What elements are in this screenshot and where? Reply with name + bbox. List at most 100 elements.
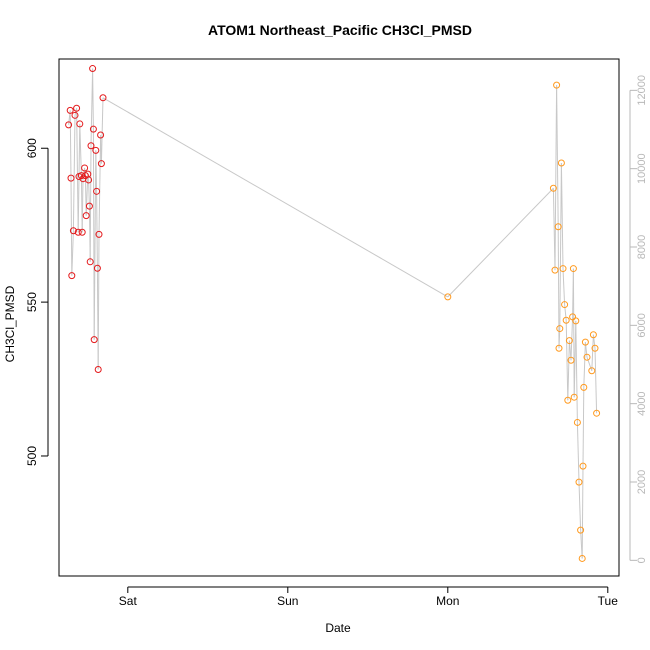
x-tick-label: Sat: [119, 594, 138, 608]
x-axis-label: Date: [325, 621, 351, 635]
data-point-series-1: [93, 187, 101, 195]
series-line-segment: [557, 226, 560, 349]
series-line-segment: [81, 178, 84, 233]
data-point-series-1: [92, 146, 100, 154]
data-point-series-2: [562, 316, 570, 324]
data-point-series-2: [557, 159, 565, 167]
x-tick-label: Tue: [598, 594, 619, 608]
data-point-series-1: [86, 258, 94, 266]
data-point-series-1: [74, 228, 82, 236]
series-line-segment: [581, 466, 584, 559]
series-line-segment: [71, 230, 74, 276]
series-line-segment: [85, 174, 89, 216]
data-point-series-2: [572, 317, 580, 325]
series-line-segment: [572, 268, 575, 398]
series-line-segment: [76, 108, 79, 233]
data-point-series-1: [82, 212, 90, 220]
data-point-series-1: [81, 164, 89, 172]
data-point-series-1: [65, 121, 73, 129]
data-point-series-1: [66, 106, 74, 114]
data-point-series-1: [73, 104, 81, 112]
y-tick-label: 550: [25, 292, 39, 312]
data-point-series-2: [579, 462, 587, 470]
series-line-segment: [96, 191, 98, 269]
series-line-segment: [575, 320, 578, 423]
series-line-segment: [556, 85, 559, 227]
data-point-series-2: [588, 367, 596, 375]
series-line-segment: [69, 110, 72, 179]
series-line-segment: [591, 334, 594, 371]
y2-tick-label: 10000: [636, 153, 648, 184]
y-axis-label: CH3Cl_PMSD: [3, 285, 17, 362]
data-point-series-2: [581, 338, 589, 346]
data-point-series-1: [94, 366, 102, 374]
series-line-segment: [102, 97, 449, 298]
series-line-segment: [582, 387, 585, 467]
data-point-series-1: [67, 174, 75, 182]
data-point-series-1: [76, 120, 84, 128]
data-point-series-1: [89, 125, 97, 133]
series-line-segment: [98, 135, 102, 235]
data-point-series-2: [564, 396, 572, 404]
series-line-segment: [554, 85, 558, 271]
data-point-series-1: [87, 142, 95, 150]
data-point-series-2: [555, 344, 563, 352]
series-line-segment: [565, 320, 569, 401]
x-tick-label: Sun: [277, 594, 298, 608]
data-point-series-2: [551, 266, 559, 274]
data-point-series-1: [97, 131, 105, 139]
data-point-series-1: [93, 264, 101, 272]
data-point-series-2: [573, 418, 581, 426]
line-layer: [68, 68, 598, 559]
data-point-series-2: [577, 526, 585, 534]
y2-tick-label: 6000: [636, 313, 648, 337]
data-point-series-2: [567, 356, 575, 364]
y2-tick-label: 0: [636, 557, 648, 563]
data-point-series-2: [559, 265, 567, 273]
data-point-series-1: [85, 176, 93, 184]
series-line-segment: [77, 176, 80, 233]
data-point-series-2: [570, 393, 578, 401]
data-point-series-1: [99, 94, 107, 102]
data-point-series-2: [593, 409, 601, 417]
data-point-series-1: [89, 65, 97, 73]
y2-tick-label: 2000: [636, 470, 648, 494]
x-tick-label: Mon: [436, 594, 459, 608]
series-line-segment: [576, 422, 580, 483]
data-point-series-1: [90, 336, 98, 344]
data-point-series-1: [69, 227, 77, 235]
series-line-segment: [72, 115, 76, 231]
series-line-segment: [79, 123, 82, 176]
right-axis: 0 2000 4000 6000 8000 10000 12000: [629, 75, 648, 563]
y2-tick-label: 8000: [636, 235, 648, 259]
data-point-series-2: [580, 383, 588, 391]
series-line-segment: [100, 97, 104, 164]
y2-tick-label: 12000: [636, 75, 648, 106]
series-line-segment: [578, 482, 582, 531]
series-line-segment: [97, 234, 100, 370]
y2-tick-label: 4000: [636, 391, 648, 415]
data-point-series-1: [95, 230, 103, 238]
data-point-series-2: [591, 344, 599, 352]
chart-title: ATOM1 Northeast_Pacific CH3Cl_PMSD: [208, 22, 472, 38]
series-line-segment: [594, 348, 598, 414]
data-point-series-2: [569, 265, 577, 273]
series-line-segment: [586, 357, 593, 371]
data-point-series-2: [561, 301, 569, 309]
series-line-segment: [567, 340, 570, 401]
data-point-series-2: [565, 337, 573, 345]
series-line-segment: [95, 150, 98, 192]
data-point-series-1: [85, 202, 93, 210]
data-point-series-1: [97, 160, 105, 168]
series-line-segment: [70, 178, 73, 276]
series-line-segment: [560, 163, 564, 269]
y-tick-label: 500: [25, 446, 39, 466]
data-point-series-1: [68, 272, 76, 280]
bottom-axis: Sat Sun Mon Tue: [119, 586, 619, 608]
y-tick-label: 600: [25, 138, 39, 158]
data-point-series-2: [444, 293, 452, 301]
plot-box: [58, 58, 620, 577]
series-line-segment: [93, 150, 97, 340]
series-line-segment: [447, 187, 554, 298]
series-line-segment: [559, 163, 562, 329]
